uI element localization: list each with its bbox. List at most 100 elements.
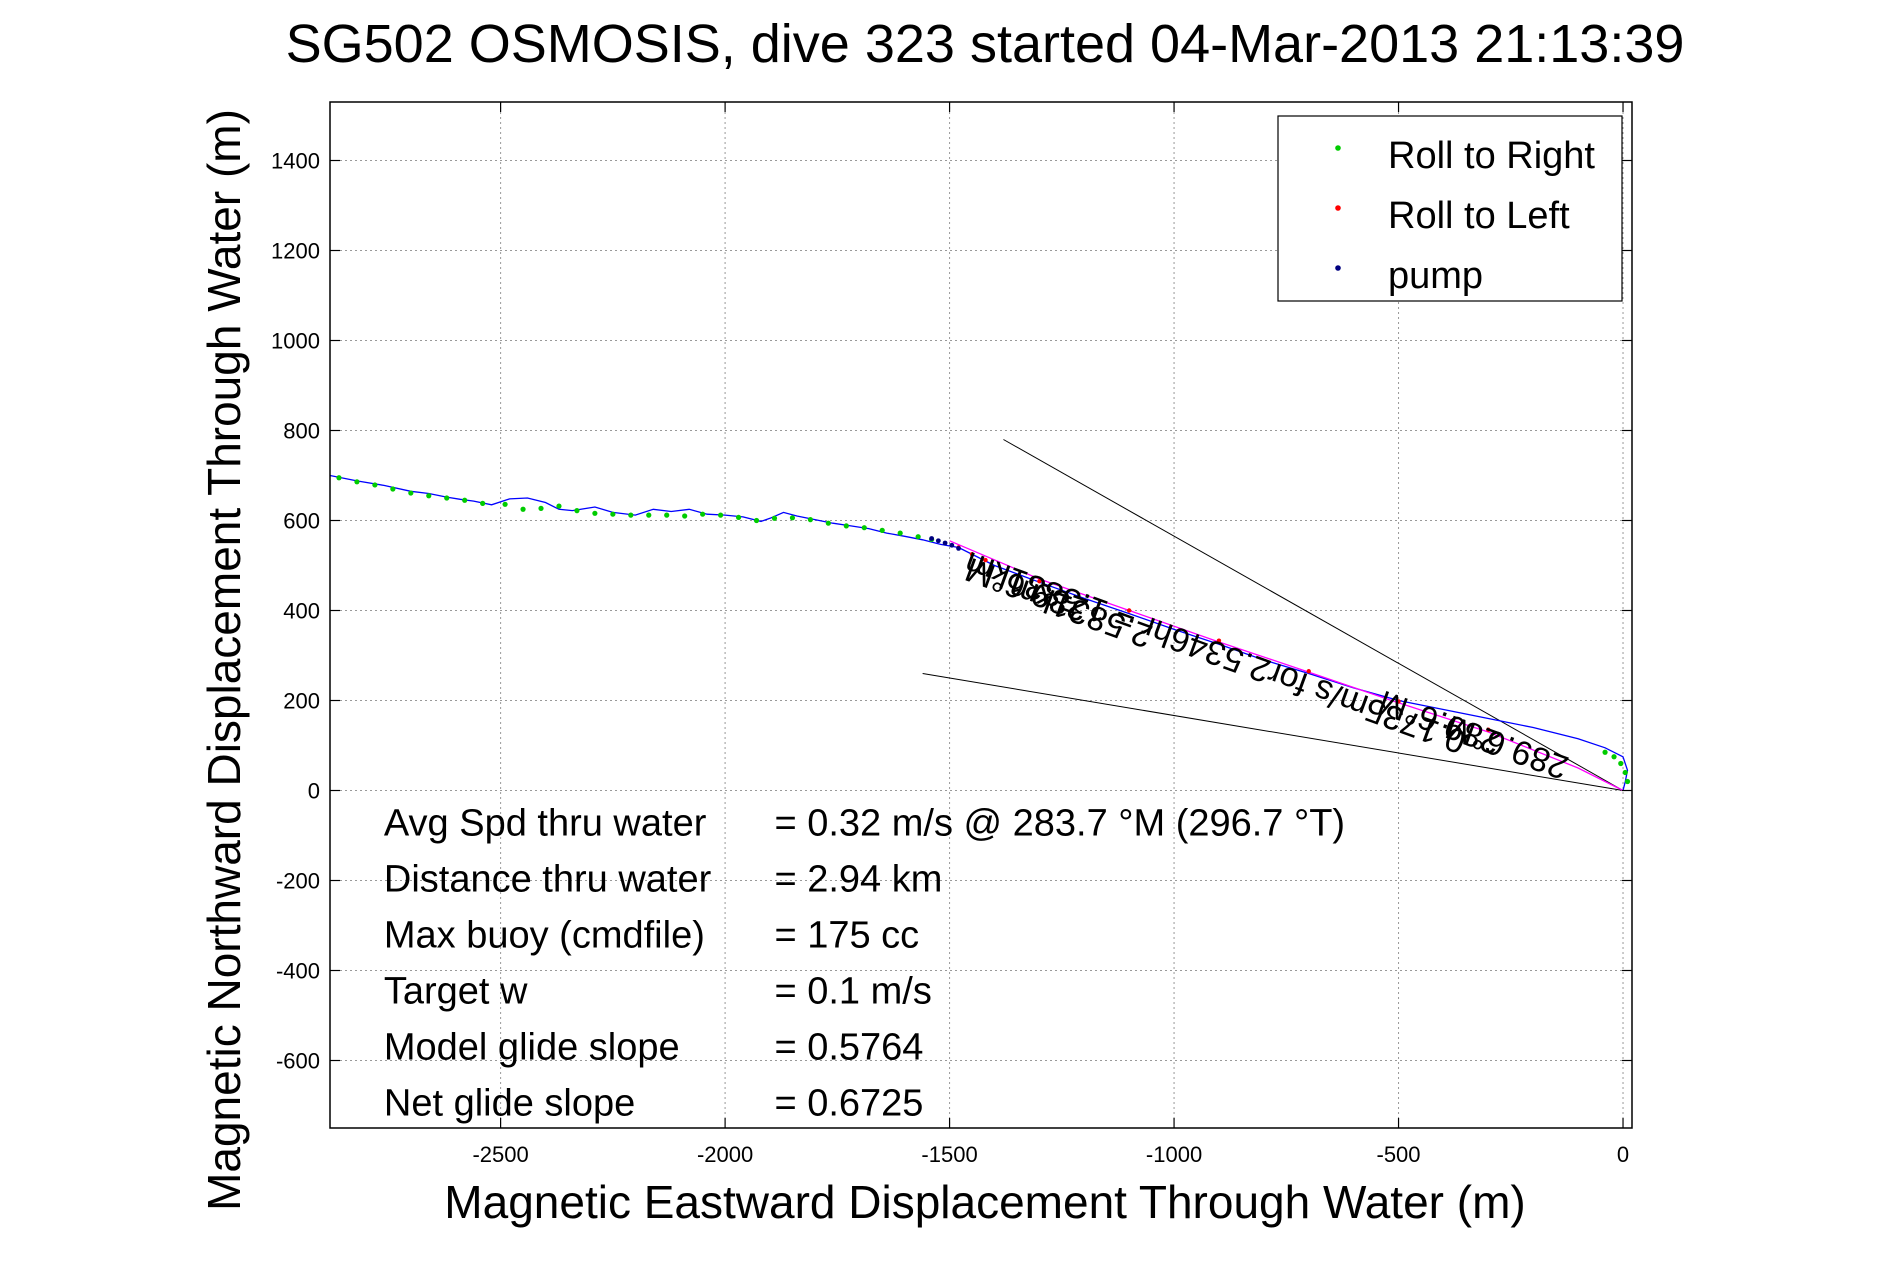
stat-value: = 0.5764 xyxy=(774,1027,923,1069)
x-tick-label: -1000 xyxy=(1146,1142,1202,1167)
x-tick-label: 0 xyxy=(1617,1142,1629,1167)
stats-panel: Avg Spd thru water = 0.32 m/s @ 283.7 °M … xyxy=(384,803,1345,1125)
roll-right-point xyxy=(897,530,903,536)
pump-point xyxy=(956,546,961,551)
stat-label: Avg Spd thru water xyxy=(384,803,707,845)
marker-layer xyxy=(336,475,1631,785)
pump-point xyxy=(949,542,955,548)
roll-right-point xyxy=(807,517,813,523)
legend-marker xyxy=(1335,205,1341,211)
y-tick-label: 400 xyxy=(283,599,320,624)
heading-line xyxy=(922,673,1624,791)
roll-right-point xyxy=(682,513,688,519)
roll-right-point xyxy=(574,508,580,514)
stat-value: = 2.94 km xyxy=(774,859,942,901)
roll-right-point xyxy=(426,493,432,499)
grid xyxy=(330,102,1632,1128)
y-tick-label: -200 xyxy=(276,869,320,894)
roll-left-point xyxy=(1486,727,1491,732)
roll-right-point xyxy=(520,506,526,512)
y-tick-label: 1000 xyxy=(271,329,320,354)
roll-left-point xyxy=(969,552,975,557)
x-tick-label: -500 xyxy=(1377,1142,1421,1167)
stat-label: Distance thru water xyxy=(384,859,712,901)
pump-point xyxy=(929,536,935,541)
roll-right-point xyxy=(664,512,670,518)
x-tick-label: -2000 xyxy=(697,1142,753,1167)
y-tick-label: -600 xyxy=(276,1049,320,1074)
roll-right-point xyxy=(771,515,778,521)
roll-right-point xyxy=(879,527,885,534)
x-tick-label: -2500 xyxy=(472,1142,528,1167)
roll-right-point xyxy=(556,503,562,509)
roll-right-point xyxy=(354,479,360,485)
roll-right-point xyxy=(646,512,652,518)
legend-marker xyxy=(1335,145,1341,151)
y-tick-label: 800 xyxy=(283,419,320,444)
roll-right-point xyxy=(843,523,849,529)
x-axis-label: Magnetic Eastward Displacement Through W… xyxy=(444,1176,1525,1228)
roll-right-point xyxy=(1602,749,1608,755)
legend-label: pump xyxy=(1388,255,1483,297)
y-axis-label: Magnetic Northward Displacement Through … xyxy=(198,109,250,1211)
roll-right-point xyxy=(1618,760,1624,767)
roll-right-point xyxy=(1624,778,1631,785)
y-tick-label: 200 xyxy=(283,689,320,714)
roll-right-point xyxy=(789,515,796,521)
roll-right-point xyxy=(480,500,486,506)
plot-frame xyxy=(329,101,1633,1129)
pump-point xyxy=(942,540,948,546)
x-tick-label: -1500 xyxy=(921,1142,977,1167)
roll-right-point xyxy=(336,475,342,481)
stat-label: Target w xyxy=(384,971,528,1013)
y-tick-label: 1200 xyxy=(271,239,320,264)
roll-left-point xyxy=(1037,579,1042,584)
stat-value: = 0.1 m/s xyxy=(774,971,931,1013)
heading-line xyxy=(1003,439,1624,791)
roll-right-point xyxy=(825,520,831,526)
roll-right-point xyxy=(502,501,508,507)
roll-left-point xyxy=(1396,699,1401,704)
roll-right-point xyxy=(390,486,396,492)
roll-right-point xyxy=(462,497,468,503)
roll-right-point xyxy=(610,511,616,517)
roll-right-point xyxy=(861,525,867,531)
stat-value: = 0.32 m/s @ 283.7 °M (296.7 °T) xyxy=(774,803,1345,845)
legend-marker xyxy=(1335,265,1341,271)
roll-left-point xyxy=(1216,638,1222,643)
roll-right-point xyxy=(1611,754,1617,760)
series-line xyxy=(329,474,1629,791)
pump-point xyxy=(935,538,941,544)
stat-label: Max buoy (cmdfile) xyxy=(384,915,705,957)
roll-right-point xyxy=(753,517,760,524)
legend: Roll to Right Roll to Left pump xyxy=(1277,115,1623,302)
roll-right-point xyxy=(444,495,450,501)
legend-label: Roll to Left xyxy=(1388,195,1570,237)
roll-right-point xyxy=(700,511,706,517)
roll-right-point xyxy=(408,490,414,496)
roll-left-point xyxy=(1306,669,1311,674)
y-tick-label: 600 xyxy=(283,509,320,534)
chart-title: SG502 OSMOSIS, dive 323 started 04-Mar-2… xyxy=(286,14,1685,74)
stat-label: Net glide slope xyxy=(384,1083,635,1125)
legend-label: Roll to Right xyxy=(1388,135,1595,177)
stat-label: Model glide slope xyxy=(384,1027,680,1069)
stat-value: = 0.6725 xyxy=(774,1083,923,1125)
roll-right-point xyxy=(372,482,378,488)
heading-lines xyxy=(922,439,1624,791)
roll-right-point xyxy=(592,510,598,516)
y-tick-label: -400 xyxy=(276,959,320,984)
tick-layer: -2500 -2000 -1500 -1000 -500 0-600-400-200020… xyxy=(271,102,1632,1167)
roll-right-point xyxy=(718,512,724,518)
roll-right-point xyxy=(1622,769,1628,776)
stat-value: = 175 cc xyxy=(774,915,919,957)
roll-right-point xyxy=(628,512,634,518)
roll-right-point xyxy=(915,534,921,540)
y-tick-label: 1400 xyxy=(271,149,320,174)
roll-right-point xyxy=(735,514,742,520)
roll-left-point xyxy=(1126,608,1132,613)
y-tick-label: 0 xyxy=(308,779,320,804)
roll-right-point xyxy=(538,505,544,511)
roll-left-point xyxy=(983,557,988,563)
